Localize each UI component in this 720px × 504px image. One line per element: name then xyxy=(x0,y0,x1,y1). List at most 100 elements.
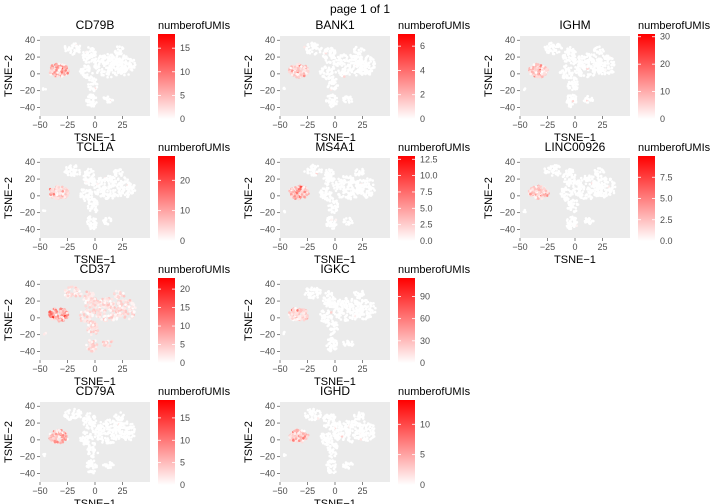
cell-point xyxy=(123,307,126,310)
cell-point xyxy=(590,219,594,223)
y-tick-label: −20 xyxy=(260,86,275,96)
cell-point xyxy=(92,103,95,107)
cell-point xyxy=(569,66,573,70)
cell-point xyxy=(612,189,615,193)
cell-point xyxy=(116,194,120,198)
cell-point xyxy=(321,315,325,319)
cell-point xyxy=(563,177,567,181)
cell-point xyxy=(110,297,114,301)
cell-point xyxy=(94,50,97,54)
cell-point xyxy=(58,318,62,321)
cell-point xyxy=(87,323,90,327)
cell-point xyxy=(571,51,574,55)
cell-point xyxy=(334,81,337,84)
cell-point xyxy=(111,314,115,317)
x-tick-label: 25 xyxy=(117,120,127,130)
cell-point xyxy=(343,299,346,303)
cell-point xyxy=(87,194,90,198)
cell-point xyxy=(56,314,60,318)
cell-point xyxy=(58,191,62,195)
cell-point xyxy=(48,310,52,314)
cell-point xyxy=(290,192,293,196)
cell-point xyxy=(592,182,595,186)
cell-point xyxy=(341,55,344,58)
cell-point xyxy=(87,167,90,171)
cell-point xyxy=(118,192,121,195)
legend-tick-label: 10 xyxy=(180,321,190,331)
cell-point xyxy=(586,59,590,63)
cell-point xyxy=(572,62,575,66)
cell-point xyxy=(356,311,359,315)
cell-point xyxy=(603,188,607,191)
y-tick-label: −40 xyxy=(500,103,515,113)
cell-point xyxy=(128,299,132,302)
cell-point xyxy=(344,188,347,191)
cell-point xyxy=(340,64,344,67)
cell-point xyxy=(86,327,90,330)
legend-title: numberofUMIs xyxy=(158,264,231,276)
cell-point xyxy=(85,179,89,182)
cell-point xyxy=(344,100,347,104)
cell-point xyxy=(357,301,361,305)
cell-point xyxy=(587,61,590,65)
cell-point xyxy=(111,71,115,74)
cell-point xyxy=(122,312,125,315)
cell-point xyxy=(347,191,350,195)
cell-point xyxy=(98,68,101,72)
cell-point xyxy=(294,307,297,310)
cell-point xyxy=(123,193,127,197)
cell-point xyxy=(117,64,121,67)
cell-point xyxy=(98,308,102,311)
cell-point xyxy=(309,172,313,175)
cell-point xyxy=(316,43,319,47)
cell-point xyxy=(359,190,362,193)
x-tick-label: −25 xyxy=(60,120,75,130)
points xyxy=(41,42,137,108)
cell-point xyxy=(331,78,335,82)
cell-point xyxy=(371,179,375,182)
cell-point xyxy=(573,173,577,177)
cell-point xyxy=(586,65,589,69)
cell-point xyxy=(331,210,335,213)
cell-point xyxy=(103,301,107,305)
cell-point xyxy=(84,59,88,63)
cell-point xyxy=(573,216,576,220)
legend-colorbar xyxy=(158,278,175,363)
cell-point xyxy=(100,67,104,71)
cell-point xyxy=(125,187,129,191)
cell-point xyxy=(603,176,607,180)
cell-point xyxy=(332,184,335,188)
cell-point xyxy=(328,168,331,171)
cell-point xyxy=(534,187,537,191)
cell-point xyxy=(82,196,85,199)
cell-point xyxy=(66,294,70,298)
cell-point xyxy=(323,195,327,199)
cell-point xyxy=(330,72,333,75)
cell-point xyxy=(330,218,333,222)
x-tick-label: 0 xyxy=(572,242,577,252)
cell-point xyxy=(88,310,92,314)
cell-point xyxy=(122,55,125,59)
cell-point xyxy=(54,197,57,200)
y-tick-label: 0 xyxy=(30,313,35,323)
cell-point xyxy=(120,174,123,177)
cell-point xyxy=(89,100,93,104)
cell-point xyxy=(541,68,544,72)
cell-point xyxy=(106,52,109,56)
cell-point xyxy=(550,165,554,168)
cell-point xyxy=(123,69,126,73)
cell-point xyxy=(330,57,334,60)
cell-point xyxy=(332,62,336,65)
cell-point xyxy=(61,192,65,195)
cell-point xyxy=(335,100,339,103)
cell-point xyxy=(364,57,368,61)
cell-point xyxy=(99,304,102,308)
cell-point xyxy=(318,191,322,194)
cell-point xyxy=(327,47,330,50)
cell-point xyxy=(569,221,573,225)
cell-point xyxy=(326,217,330,220)
cell-point xyxy=(87,64,90,68)
cell-point xyxy=(368,314,371,318)
cell-point xyxy=(356,308,360,312)
y-tick-label: −20 xyxy=(20,86,35,96)
